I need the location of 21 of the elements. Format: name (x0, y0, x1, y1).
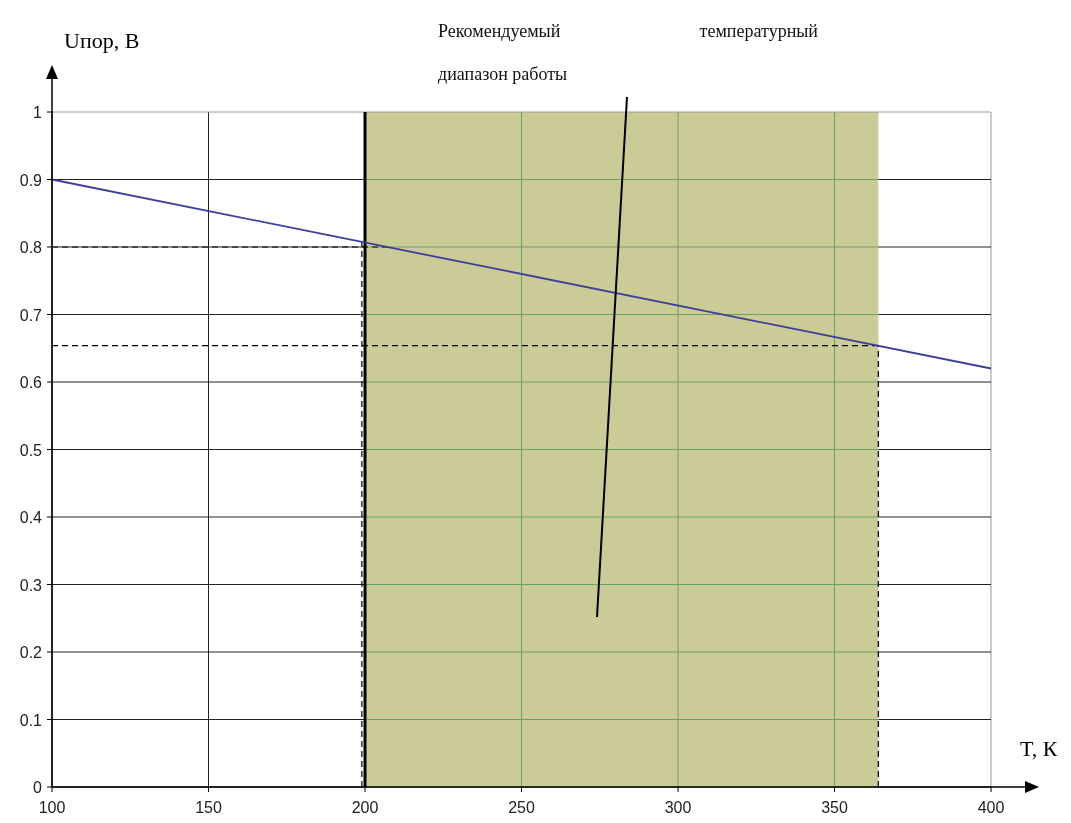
x-axis-title: T, К (1020, 736, 1058, 761)
y-tick-label: 0 (33, 779, 43, 796)
y-tick-label: 0.6 (19, 374, 43, 391)
y-tick-label: 0.1 (19, 711, 43, 729)
x-tick-label: 300 (664, 799, 692, 816)
x-tick-label: 250 (508, 799, 535, 816)
x-tick-label: 400 (977, 799, 1005, 816)
y-tick-label: 0.5 (19, 441, 43, 459)
x-tick-label: 150 (195, 799, 222, 816)
text: Рекомендуемый температурный диапазон работы (438, 21, 818, 84)
y-axis-title: Uпор, В (64, 28, 140, 53)
x-tick-label: 100 (38, 799, 66, 816)
y-tick-label: 0.7 (19, 306, 43, 324)
y-tick-label: 0.4 (19, 509, 43, 526)
x-tick-label: 200 (351, 799, 379, 816)
y-tick-label: 1 (33, 104, 43, 121)
y-tick-label: 0.8 (19, 239, 43, 256)
y-tick-label: 0.3 (19, 576, 43, 594)
y-tick-label: 0.9 (19, 171, 43, 189)
y-tick-label: 0.2 (19, 644, 43, 661)
x-tick-label: 350 (821, 799, 848, 816)
